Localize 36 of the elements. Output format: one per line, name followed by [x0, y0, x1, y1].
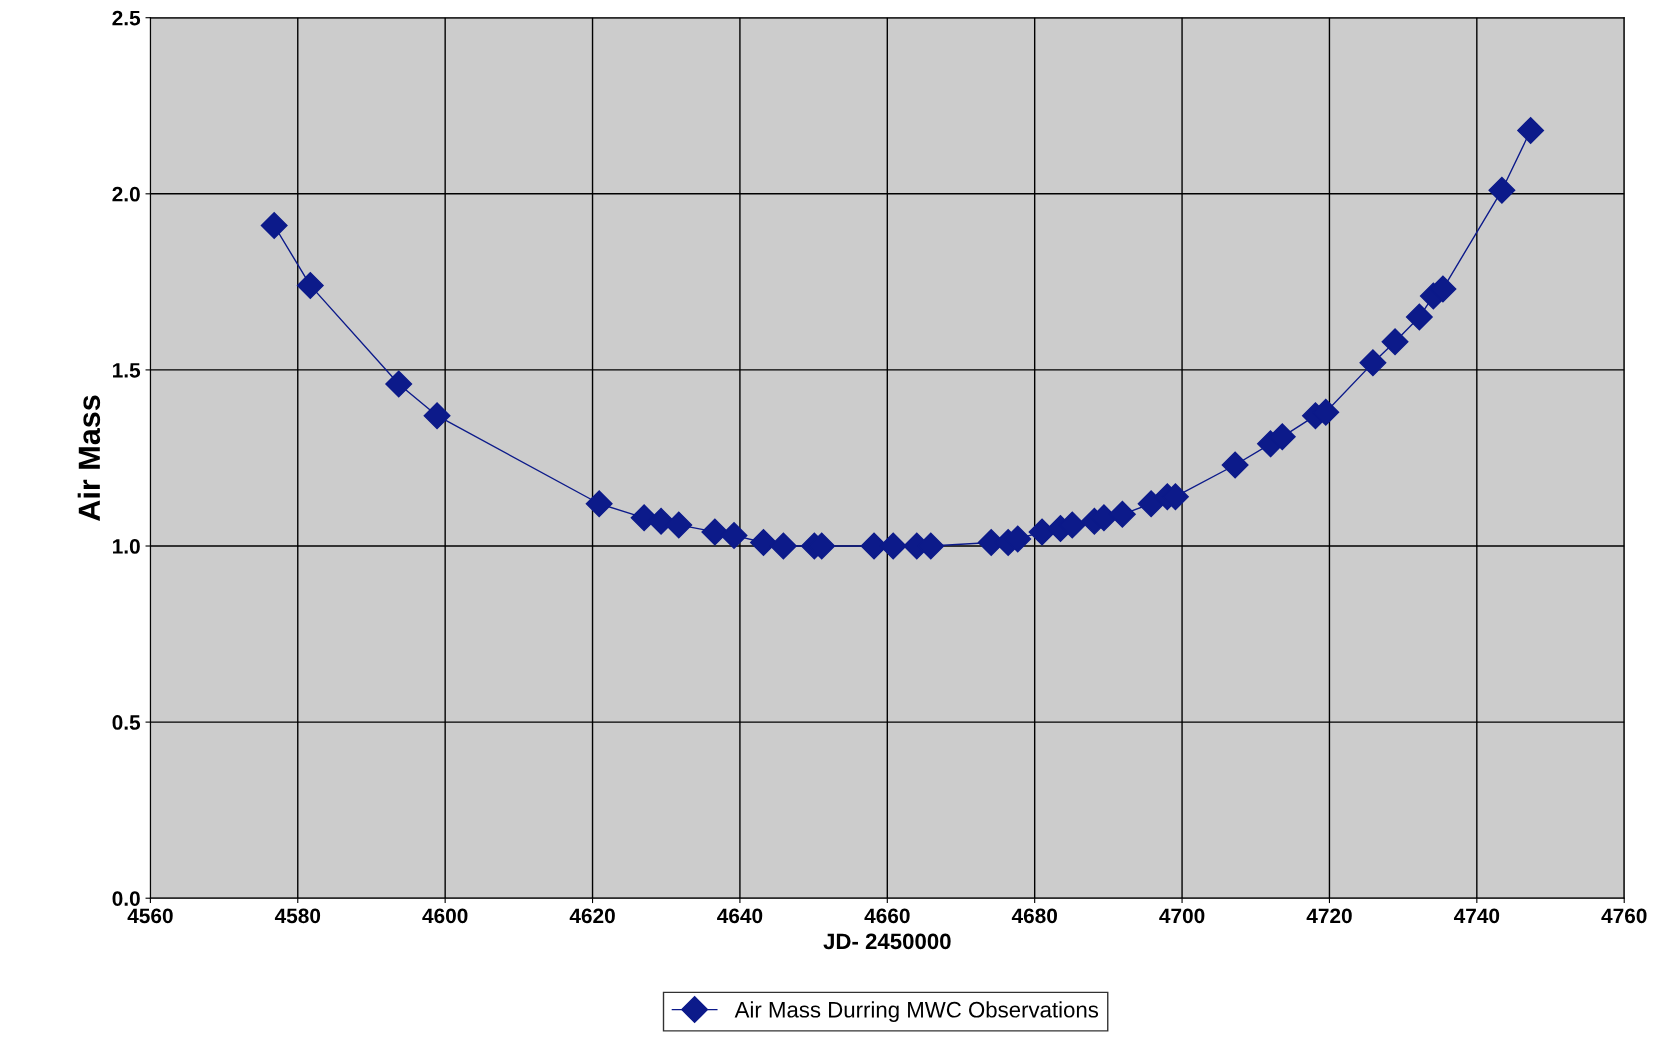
- x-tick-label: 4680: [1011, 908, 1057, 924]
- point: [1108, 500, 1136, 528]
- point: [769, 532, 797, 560]
- x-tick-label: 4640: [717, 908, 763, 924]
- y-tick-label: 2.0: [112, 186, 140, 202]
- x-tick-label: 4580: [274, 908, 321, 924]
- point: [296, 271, 324, 299]
- x-tick-label: 4720: [1306, 908, 1352, 924]
- y-tick-label: 0.5: [112, 715, 141, 730]
- y-tick-label: 2.5: [112, 10, 141, 26]
- y-tick-label: 0.0: [112, 891, 140, 906]
- y-axis-title: Air Mass: [77, 395, 101, 521]
- point: [1221, 451, 1249, 479]
- x-tick-label: 4740: [1453, 908, 1500, 924]
- point: [423, 402, 451, 430]
- x-tick-label: 4700: [1159, 908, 1205, 924]
- x-tick-label: 4560: [127, 908, 173, 924]
- point: [1517, 116, 1545, 144]
- x-tick-label: 4600: [422, 908, 468, 924]
- point: [260, 212, 288, 239]
- point: [585, 490, 613, 518]
- x-tick-label: 4760: [1601, 908, 1647, 924]
- point: [750, 529, 777, 556]
- point: [1381, 328, 1409, 356]
- point: [1405, 303, 1433, 331]
- point: [1359, 349, 1387, 377]
- x-axis-title: JD- 2450000: [823, 933, 951, 950]
- x-tick-label: 4620: [569, 908, 615, 924]
- x-tick-label: 4660: [864, 908, 910, 924]
- point: [1488, 176, 1516, 204]
- point: [720, 521, 748, 549]
- point: [665, 511, 693, 539]
- y-tick-label: 1.0: [113, 539, 140, 554]
- legend-label: Air Mass Durring MWC Observations: [734, 1001, 1099, 1022]
- y-tick-label: 1.5: [113, 363, 141, 378]
- point: [385, 370, 413, 398]
